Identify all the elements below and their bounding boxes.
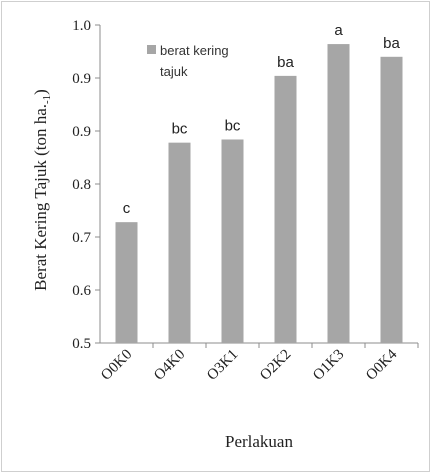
bar-O0K4 xyxy=(380,56,403,344)
bar-O3K1 xyxy=(221,139,244,343)
y-tick-label: 0.6 xyxy=(72,283,91,299)
bar-data-label: bc xyxy=(225,117,241,134)
x-axis-title: Perlakuan xyxy=(225,432,293,451)
y-tick-label: 0.8 xyxy=(72,177,91,193)
bar-data-label: ba xyxy=(277,54,294,71)
bar-O0K0 xyxy=(115,222,138,343)
x-tick-label-O0K4: O0K4 xyxy=(363,346,401,384)
y-tick-label: 1.0 xyxy=(72,18,91,34)
x-tick-label-O4K0: O4K0 xyxy=(151,347,188,384)
y-axis-title-end: ) xyxy=(31,89,50,95)
y-tick-label: 0.9 xyxy=(72,71,91,87)
x-tick-label-O0K0: O0K0 xyxy=(98,347,135,384)
legend-label-line2: tajuk xyxy=(160,64,188,79)
legend-label-line1: berat kering xyxy=(160,43,229,58)
y-axis-title-sub: -1 xyxy=(41,95,53,104)
y-tick-label: 0.9 xyxy=(72,124,91,140)
bar-O2K2 xyxy=(274,75,297,343)
bar-data-label: c xyxy=(123,200,131,217)
bar-O1K3 xyxy=(327,44,350,343)
legend-swatch xyxy=(147,45,156,54)
y-axis-title-main: Berat Kering Tajuk (ton ha. xyxy=(31,104,50,291)
bar-data-label: a xyxy=(334,22,343,39)
y-tick-label: 0.7 xyxy=(72,230,91,246)
x-tick-label-O3K1: O3K1 xyxy=(204,347,241,384)
bar-O4K0 xyxy=(168,142,191,343)
bar-data-label: ba xyxy=(383,35,400,52)
x-tick-label-O1K3: O1K3 xyxy=(310,347,347,384)
x-tick-label-O2K2: O2K2 xyxy=(257,347,294,384)
y-axis-title: Berat Kering Tajuk (ton ha.-1) xyxy=(31,89,53,291)
bar-data-label: bc xyxy=(172,121,188,138)
y-tick-label: 0.5 xyxy=(72,336,91,352)
